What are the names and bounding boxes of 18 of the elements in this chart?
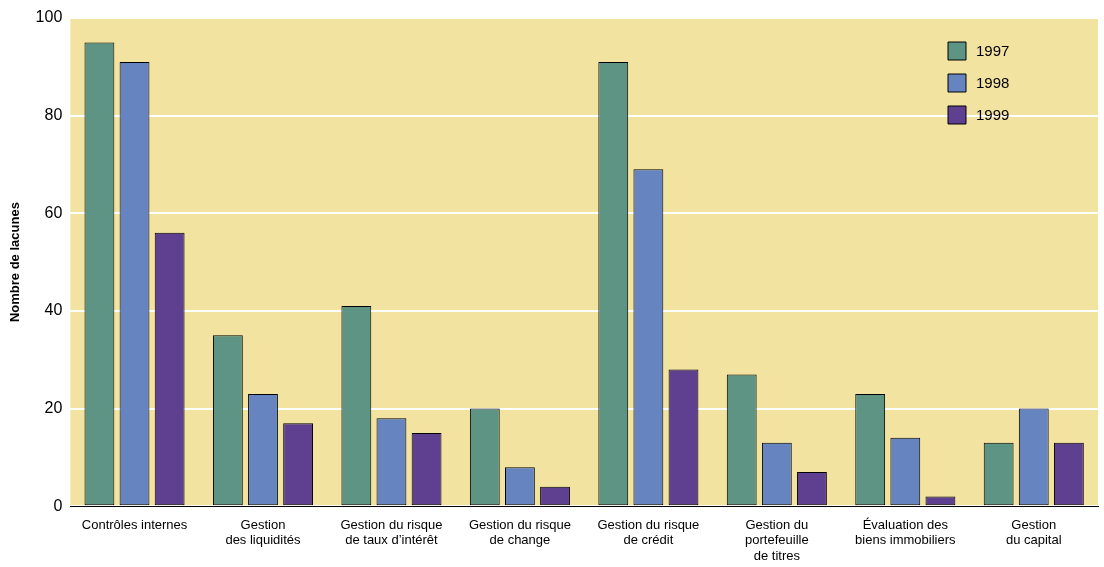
x-tick-label: Contrôles internes bbox=[81, 516, 188, 532]
y-tick-label: 100 bbox=[35, 8, 63, 26]
x-tick-label: Gestion des liquidités bbox=[225, 516, 302, 548]
y-tick-label: 80 bbox=[44, 106, 63, 124]
y-axis-title: Nombre de lacunes bbox=[7, 202, 23, 323]
legend-label: 1998 bbox=[976, 74, 1010, 92]
legend-label: 1997 bbox=[976, 42, 1010, 60]
x-tick-label: Évaluation des biens immobiliers bbox=[855, 516, 957, 548]
x-tick-label: Gestion du risque de crédit bbox=[597, 516, 700, 548]
x-tick-label: Gestion du risque de taux d’intérêt bbox=[340, 516, 443, 548]
y-tick-label: 40 bbox=[44, 301, 63, 319]
x-tick-label: Gestion du risque de change bbox=[468, 516, 571, 548]
legend-label: 1999 bbox=[976, 106, 1010, 124]
y-tick-label: 0 bbox=[53, 496, 63, 514]
x-tick-label: Gestion du capital bbox=[1005, 516, 1062, 548]
y-tick-label: 20 bbox=[44, 398, 63, 416]
x-tick-label: Gestion du portefeuille de titres bbox=[745, 516, 809, 563]
y-tick-label: 60 bbox=[44, 203, 63, 221]
